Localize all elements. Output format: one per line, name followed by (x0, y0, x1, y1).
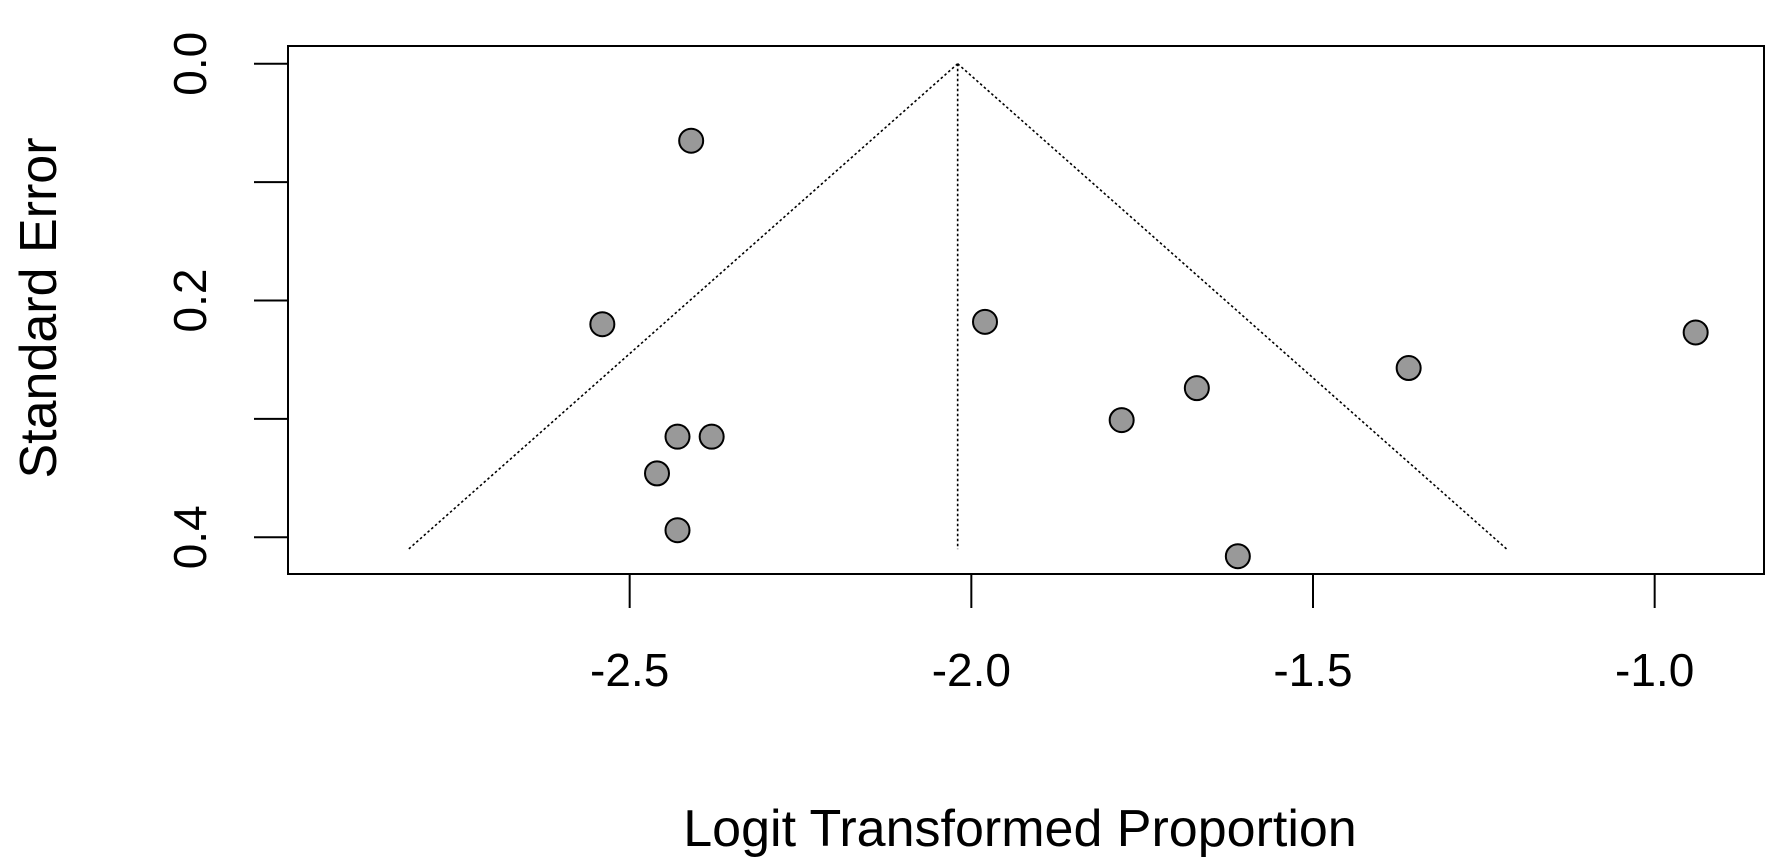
study-point (678, 127, 705, 154)
funnel-lines (408, 63, 1508, 550)
y-tick-label: 0.0 (164, 32, 216, 96)
x-tick-label: -2.5 (590, 644, 669, 696)
x-tick-label: -1.5 (1273, 644, 1352, 696)
y-axis: 0.0 0.2 0.4 (164, 32, 289, 569)
x-axis: -2.5 -2.0 -1.5 -1.0 (590, 573, 1694, 696)
study-point (1395, 355, 1422, 382)
study-point (664, 517, 691, 544)
study-point (1108, 407, 1135, 434)
study-point (1183, 375, 1210, 402)
x-tick-label: -2.0 (932, 644, 1011, 696)
study-point (972, 308, 998, 335)
study-point (644, 460, 670, 487)
study-point (1224, 543, 1251, 570)
funnel-right-line (957, 63, 1508, 550)
x-tick-label: -1.0 (1615, 644, 1694, 696)
funnel-left-line (408, 63, 959, 550)
study-point (1682, 319, 1709, 346)
y-axis-title: Standard Error (10, 137, 68, 478)
study-points (589, 127, 1709, 570)
study-point (698, 423, 725, 450)
study-point (664, 423, 691, 450)
y-tick-label: 0.4 (164, 505, 216, 569)
y-tick-label: 0.2 (164, 269, 216, 333)
study-point (589, 311, 616, 338)
x-axis-title: Logit Transformed Proportion (683, 800, 1356, 858)
